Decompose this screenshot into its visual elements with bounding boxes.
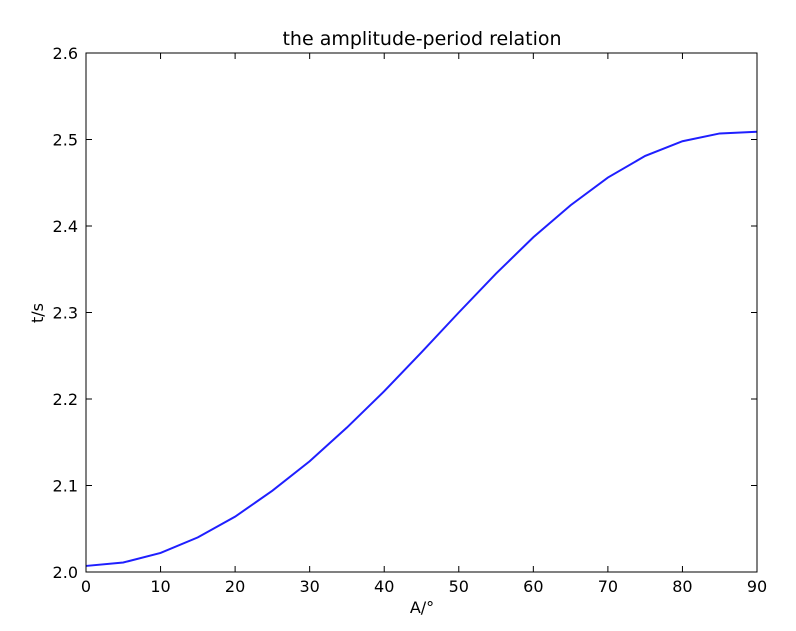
series-line-0	[85, 130, 758, 567]
plot-area	[85, 52, 758, 573]
x-tick-label: 80	[672, 577, 692, 596]
x-axis-label: A/°	[410, 598, 434, 617]
x-axis-ticks: 0 10 20 30 40 50 60 70 80 90	[81, 53, 767, 596]
y-axis-ticks: 2.0 2.1 2.2 2.3 2.4 2.5 2.6	[53, 44, 757, 582]
x-tick-label: 70	[598, 577, 618, 596]
x-tick-label: 10	[150, 577, 170, 596]
y-tick-label: 2.0	[53, 563, 78, 582]
x-tick-label: 0	[81, 577, 91, 596]
x-tick-label: 30	[299, 577, 319, 596]
x-tick-label: 90	[747, 577, 767, 596]
y-tick-label: 2.2	[53, 390, 78, 409]
y-tick-label: 2.4	[53, 217, 78, 236]
x-tick-label: 60	[523, 577, 543, 596]
x-tick-label: 50	[449, 577, 469, 596]
y-tick-label: 2.5	[53, 131, 78, 150]
chart-title: the amplitude-period relation	[282, 28, 561, 50]
plot-frame	[85, 52, 758, 573]
y-tick-label: 2.3	[53, 304, 78, 323]
y-tick-label: 2.6	[53, 44, 78, 63]
x-tick-label: 40	[374, 577, 394, 596]
x-tick-label: 20	[225, 577, 245, 596]
y-axis-label: t/s	[28, 303, 47, 323]
y-tick-label: 2.1	[53, 477, 78, 496]
